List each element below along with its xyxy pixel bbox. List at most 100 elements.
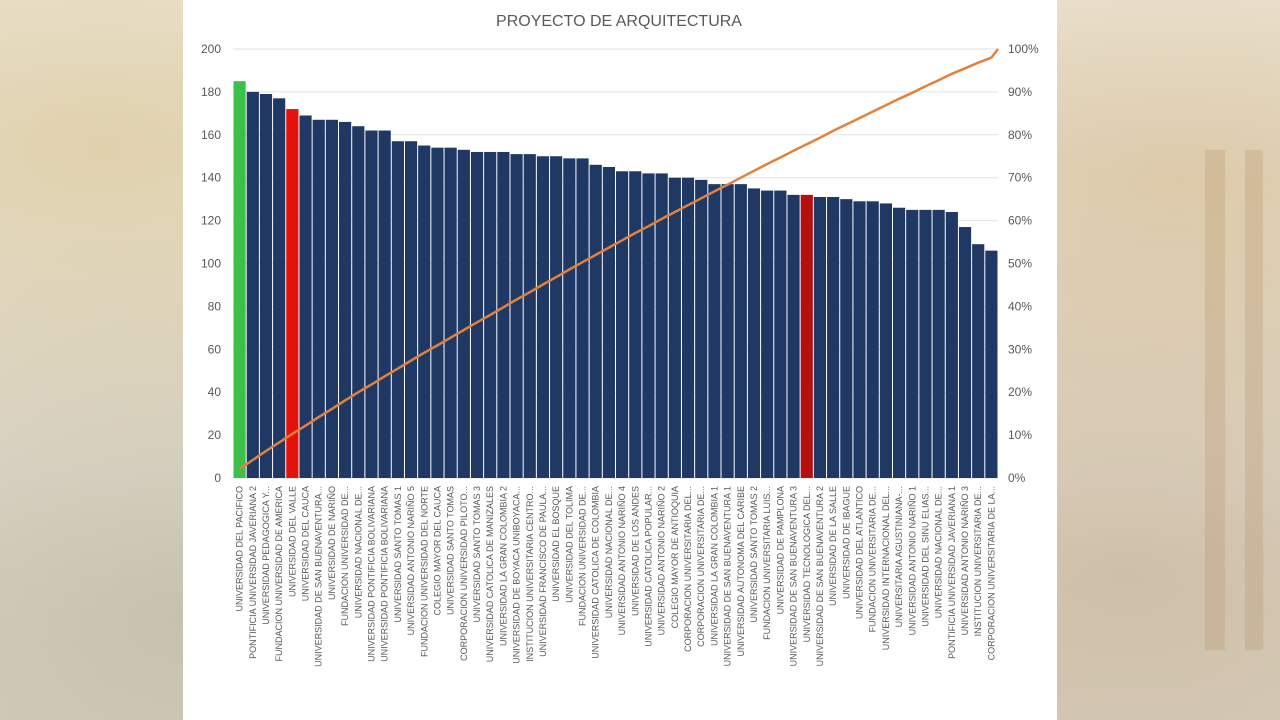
x-tick-label: COLEGIO MAYOR DEL CAUCA <box>432 486 442 616</box>
bar <box>536 156 550 478</box>
bar <box>919 209 932 478</box>
bar <box>497 151 510 478</box>
x-tick-label: UNIVERSIDAD DE SAN BUENAVENTURA... <box>314 486 324 667</box>
x-tick-label: UNIVERSIDAD ANTONIO NARIÑO 1 <box>907 486 917 635</box>
bar <box>800 194 813 479</box>
bar <box>404 141 418 479</box>
x-tick-label: CORPORACION UNIVERSIDAD PILOTO... <box>459 486 469 661</box>
bar <box>431 147 444 479</box>
x-tick-label: UNIVERSIDAD NACIONAL DE... <box>604 486 614 618</box>
pareto-chart: PROYECTO DE ARQUITECTURA 0 20 40 60 80 100 120… <box>201 13 1039 667</box>
x-tick-label: UNIVERSIDAD DE NARIÑO <box>327 486 337 600</box>
x-tick-label: UNIVERSIDAD SANTO TOMAS 1 <box>393 486 403 623</box>
x-tick-label: UNIVERSIDAD ANTONIO NARIÑO 3 <box>960 486 970 635</box>
x-tick-label: UNIVERSIDAD DE LOS ANDES <box>630 486 640 616</box>
y-tick-label: 140 <box>201 171 221 185</box>
bar <box>879 203 892 478</box>
x-tick-label: UNIVERSIDAD CATOLICA DE MANIZALES <box>485 486 495 662</box>
bar <box>259 94 273 479</box>
bar <box>246 91 259 479</box>
bar <box>365 130 378 478</box>
y-tick-label: 180 <box>201 85 221 99</box>
x-tick-label: UNIVERSIDAD DEL PACIFICO <box>235 486 245 612</box>
y2-tick-label: 10% <box>1008 428 1032 442</box>
x-tick-label: UNIVERSIDAD CATOLICA DE COLOMBIA <box>591 486 601 659</box>
bar <box>813 197 827 478</box>
y2-tick-label: 90% <box>1008 85 1032 99</box>
x-tick-label: UNIVERSIDAD PONTIFICIA BOLIVARIANA <box>380 486 390 662</box>
x-tick-label: UNIVERSIDAD NACIONAL DE... <box>934 486 944 618</box>
bar <box>616 171 629 478</box>
y-tick-label: 160 <box>201 128 221 142</box>
bar <box>866 201 879 479</box>
bar <box>681 177 695 478</box>
x-tick-label: UNIVERSIDAD DE SAN BUENAVENTURA 2 <box>815 486 825 666</box>
x-tick-label: INSTITUCION UNIVERSITARIA DE... <box>973 486 983 636</box>
bar <box>774 190 787 478</box>
bar <box>958 227 972 478</box>
x-tick-label: UNIVERSIDAD DEL CAUCA <box>301 486 311 601</box>
bar <box>906 209 919 478</box>
x-tick-label: FUNDACION UNIVERSITARIA LUIS... <box>762 486 772 640</box>
bar <box>602 166 615 478</box>
x-tick-label: CORPORACION UNIVERSITARIA DE... <box>696 486 706 647</box>
bar <box>853 201 866 479</box>
y-tick-label: 40 <box>208 385 222 399</box>
bar <box>761 190 774 478</box>
bar <box>827 197 840 478</box>
bar <box>642 173 655 478</box>
bar <box>391 141 404 479</box>
x-tick-label: FUNDACION UNIVERSIDAD DEL NORTE <box>419 486 429 657</box>
x-tick-label: UNIVERSIDAD AUTONOMA DEL CARIBE <box>736 486 746 657</box>
bar <box>655 173 668 478</box>
chart-title: PROYECTO DE ARQUITECTURA <box>496 13 742 30</box>
bar <box>286 109 299 478</box>
bar <box>576 158 589 478</box>
x-tick-label: UNIVERSIDAD LA GRAN COLOMBIA 2 <box>498 486 508 646</box>
x-tick-label: UNIVERSIDAD DE LA SALLE <box>828 486 838 606</box>
bar <box>312 119 325 478</box>
bar <box>299 115 312 479</box>
x-tick-label: UNIVERSIDAD TECNOLOGICA DEL... <box>802 486 812 642</box>
y2-tick-label: 0% <box>1008 471 1026 485</box>
x-tick-label: CORPORACION UNIVERSITARIA DEL... <box>683 486 693 652</box>
y2-tick-label: 70% <box>1008 171 1032 185</box>
bar <box>985 250 998 478</box>
y2-tick-label: 30% <box>1008 342 1032 356</box>
y2-tick-label: 50% <box>1008 257 1032 271</box>
bar <box>708 184 721 478</box>
x-tick-label: UNIVERSIDAD EL BOSQUE <box>551 486 561 602</box>
bar <box>523 154 536 479</box>
x-tick-label: UNIVERSIDAD PEDAGOGICA Y... <box>261 486 271 625</box>
x-tick-label: UNIVERSIDAD LA GRAN COLOMBIA 1 <box>709 486 719 646</box>
x-tick-label: UNIVERSIDAD DE IBAGUE <box>841 486 851 599</box>
bar <box>721 184 734 478</box>
x-tick-label: UNIVERSIDAD FRANCISCO DE PAULA... <box>538 486 548 657</box>
bar <box>629 171 642 478</box>
background-column <box>1205 150 1225 650</box>
x-tick-label: FUNDACION UNIVERSIDAD DE AMERICA <box>274 486 284 662</box>
x-tick-label: FUNDACION UNIVERSITARIA DE... <box>868 486 878 632</box>
cumulative-percent-line <box>238 48 999 471</box>
x-tick-label: UNIVERSITARIA AGUSTINIANA-... <box>894 486 904 627</box>
bar <box>352 126 365 478</box>
bar <box>892 207 906 479</box>
chart-panel: PROYECTO DE ARQUITECTURA 0 20 40 60 80 100 120… <box>183 0 1057 720</box>
y-axis-secondary: 0% 10% 20% 30% 40% 50% 60% 70% 80% 90% 100% <box>1008 42 1039 485</box>
background-column <box>1245 150 1263 650</box>
bar <box>695 179 708 478</box>
x-tick-label: CORPORACION UNIVERSITARIA DE LA... <box>986 486 996 660</box>
bar <box>550 156 563 478</box>
bar <box>840 199 853 478</box>
bar <box>932 209 945 478</box>
y-tick-label: 100 <box>201 257 221 271</box>
x-tick-label: UNIVERSIDAD DE PAMPLONA <box>775 486 785 614</box>
bar <box>510 154 523 479</box>
x-tick-label: UNIVERSIDAD DE SAN BUENAVENTURA 3 <box>789 486 799 666</box>
x-tick-label: UNIVERSIDAD SANTO TOMAS <box>446 486 456 615</box>
y2-tick-label: 100% <box>1008 42 1039 56</box>
bar <box>378 130 391 478</box>
bar <box>325 119 339 478</box>
bar <box>444 147 457 479</box>
y2-tick-label: 40% <box>1008 299 1032 313</box>
